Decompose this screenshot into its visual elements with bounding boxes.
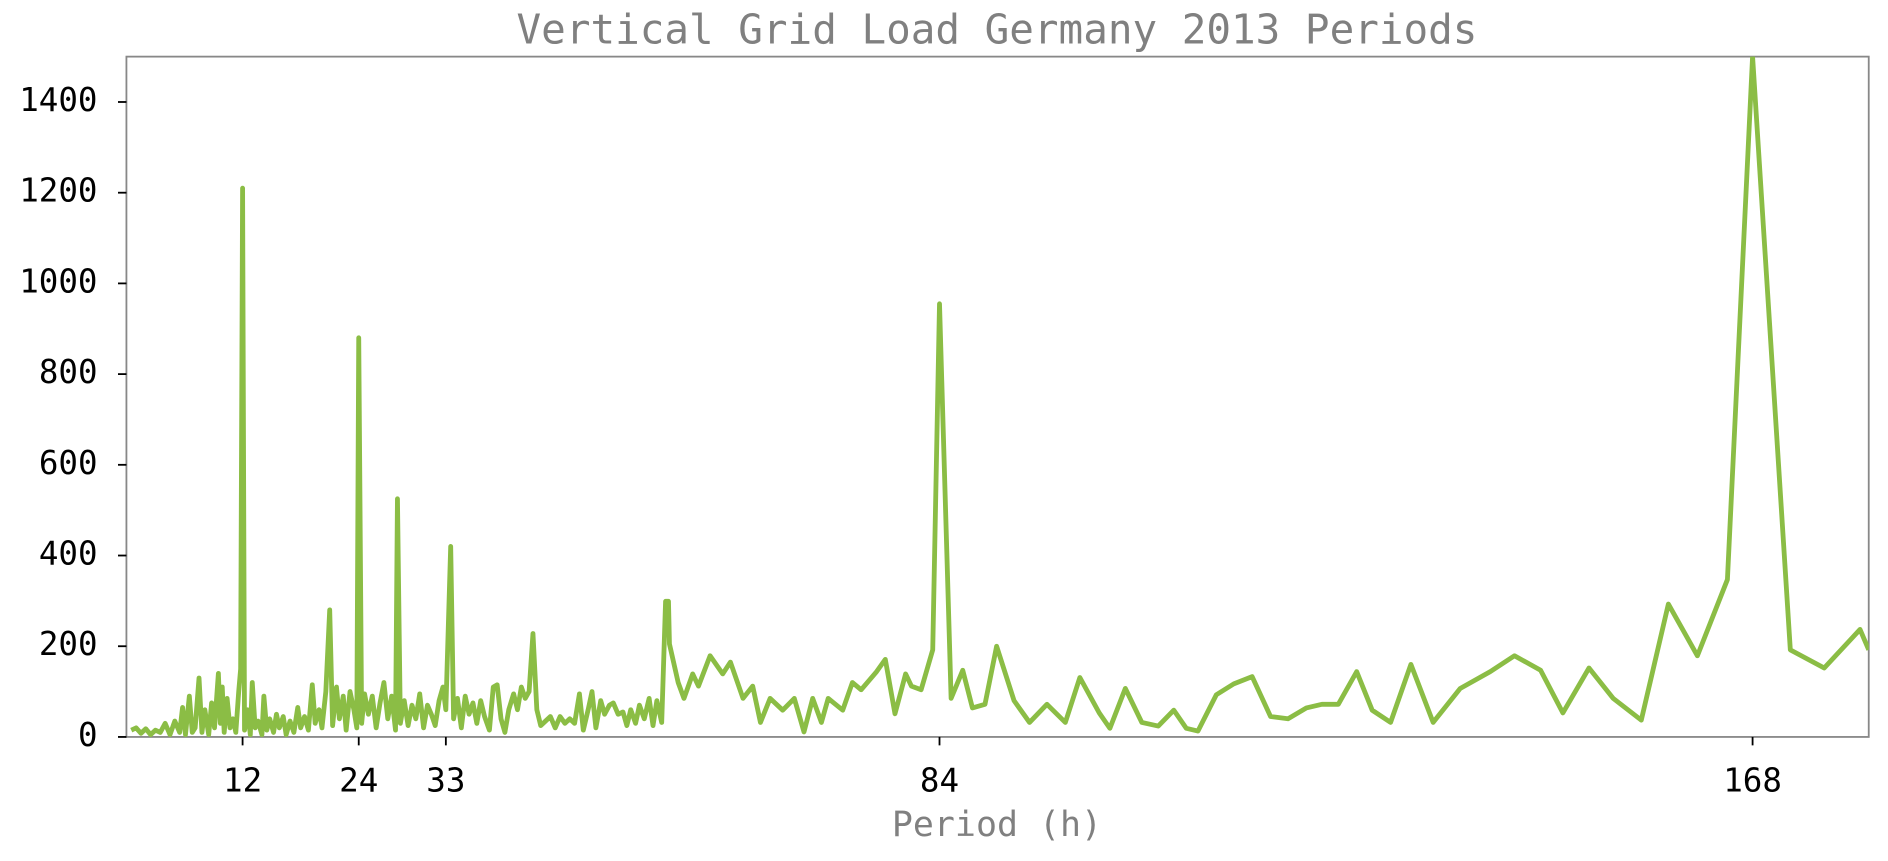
x-tick-label: 24 — [339, 762, 378, 800]
y-tick-label: 0 — [78, 716, 98, 754]
y-tick-label: 1400 — [19, 81, 97, 119]
y-tick-label: 1200 — [19, 172, 97, 210]
x-tick-label: 84 — [920, 762, 959, 800]
y-tick-label: 600 — [39, 444, 98, 482]
x-tick-label: 12 — [223, 762, 262, 800]
x-tick-label: 33 — [426, 762, 465, 800]
chart-title: Vertical Grid Load Germany 2013 Periods — [517, 6, 1478, 54]
y-tick-label: 1000 — [19, 262, 97, 300]
y-tick-label: 400 — [39, 535, 98, 573]
y-tick-label: 200 — [39, 625, 98, 663]
line — [130, 56, 1869, 737]
x-axis-label: Period (h) — [892, 805, 1102, 845]
y-tick-label: 800 — [39, 353, 98, 391]
x-tick-label: 168 — [1723, 762, 1782, 800]
plot-frame — [125, 55, 1870, 738]
